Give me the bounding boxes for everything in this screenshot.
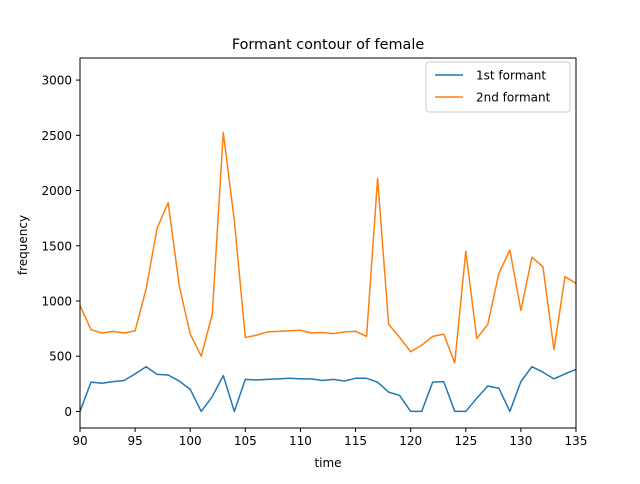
legend-label-1st-formant: 1st formant <box>476 69 546 83</box>
plot-area <box>79 131 577 413</box>
legend-label-2nd-formant: 2nd formant <box>476 91 551 105</box>
series-line-1st-formant <box>79 365 577 413</box>
x-tick-label: 120 <box>399 434 422 448</box>
x-axis-label: time <box>314 456 341 470</box>
x-tick-label: 95 <box>127 434 142 448</box>
legend: 1st formant 2nd formant <box>425 61 571 113</box>
y-axis-label: frequency <box>16 215 30 275</box>
y-tick-label: 500 <box>49 350 72 364</box>
x-tick-label: 130 <box>509 434 532 448</box>
y-axis-ticks: 0 500 1000 1500 2000 2500 3000 <box>41 74 80 419</box>
x-tick-label: 100 <box>179 434 202 448</box>
x-tick-label: 90 <box>72 434 87 448</box>
x-tick-label: 115 <box>344 434 367 448</box>
y-tick-label: 1000 <box>41 294 72 308</box>
y-tick-label: 1500 <box>41 239 72 253</box>
x-tick-label: 135 <box>565 434 588 448</box>
y-tick-label: 2000 <box>41 184 72 198</box>
chart-title: Formant contour of female <box>232 37 425 53</box>
series-line-2nd-formant <box>79 131 577 364</box>
x-tick-label: 105 <box>234 434 257 448</box>
y-tick-label: 3000 <box>41 74 72 88</box>
x-tick-label: 125 <box>454 434 477 448</box>
x-tick-label: 110 <box>289 434 312 448</box>
y-tick-label: 0 <box>64 405 72 419</box>
axes-frame <box>79 57 577 429</box>
x-axis-ticks: 90 95 100 105 110 115 120 125 130 135 <box>72 428 587 448</box>
y-tick-label: 2500 <box>41 129 72 143</box>
